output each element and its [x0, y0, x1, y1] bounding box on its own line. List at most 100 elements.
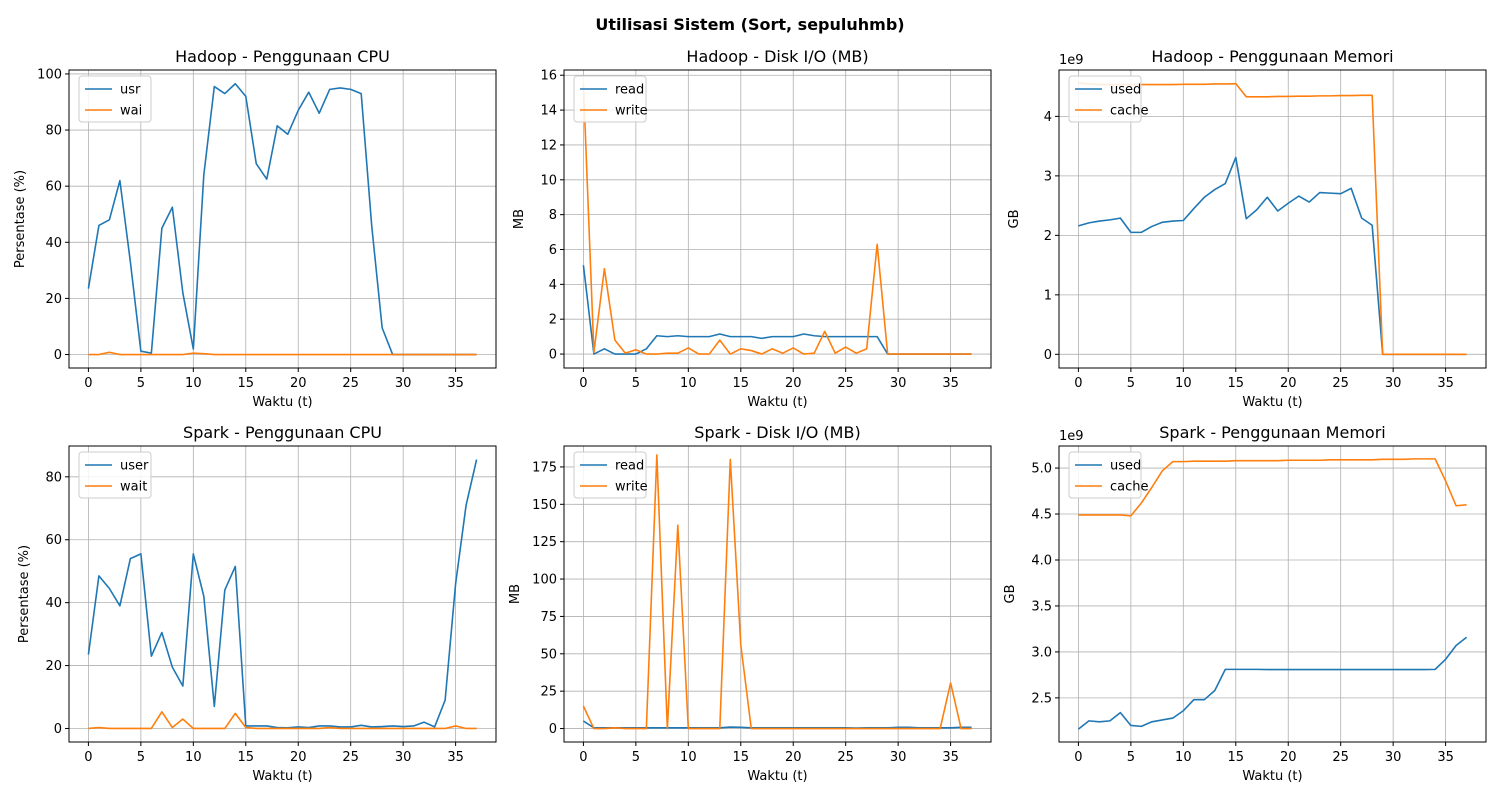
- y-axis-label: GB: [1003, 585, 1018, 604]
- x-tick-label: 20: [785, 750, 802, 765]
- y-tick-label: 0: [549, 722, 557, 737]
- legend: used cache: [1068, 451, 1149, 499]
- y-tick-label: 0: [1044, 348, 1052, 363]
- chart-title: Spark - Disk I/O (MB): [694, 423, 860, 442]
- y-tick-label: 80: [45, 124, 62, 139]
- x-tick-label: 20: [290, 750, 307, 765]
- y-tick-label: 0: [54, 348, 62, 363]
- legend-label: used: [1110, 459, 1141, 474]
- x-tick-label: 10: [680, 376, 697, 391]
- y-tick-label: 150: [532, 498, 557, 513]
- y-tick-label: 6: [549, 243, 557, 258]
- x-tick-label: 0: [84, 376, 92, 391]
- chart-title: Spark - Penggunaan Memori: [1159, 423, 1385, 442]
- y-axis-label: Persentase (%): [17, 545, 32, 643]
- legend-label: usr: [120, 83, 141, 98]
- y-scale-offset: 1e9: [1059, 429, 1084, 444]
- series-line-usr: [87, 82, 477, 356]
- series-line-read: [582, 720, 972, 729]
- x-tick-label: 5: [632, 750, 640, 765]
- x-tick-label: 35: [942, 376, 959, 391]
- x-tick-label: 15: [733, 750, 750, 765]
- x-tick-label: 10: [1175, 376, 1192, 391]
- x-tick-label: 25: [342, 750, 359, 765]
- y-tick-label: 60: [45, 180, 62, 195]
- series-line-write: [582, 83, 972, 355]
- axes-frame: [68, 69, 497, 369]
- y-tick-label: 50: [540, 647, 557, 662]
- x-tick-label: 25: [342, 376, 359, 391]
- x-axis-label: Waktu (t): [747, 395, 807, 410]
- y-tick-label: 40: [45, 596, 62, 611]
- legend: user wait: [78, 451, 152, 499]
- x-tick-label: 25: [837, 750, 854, 765]
- y-tick-label: 60: [45, 533, 62, 548]
- axes-frame: [1058, 445, 1487, 743]
- x-tick-label: 10: [1175, 750, 1192, 765]
- x-tick-label: 0: [579, 376, 587, 391]
- legend-label: write: [615, 104, 648, 119]
- chart-title: Hadoop - Penggunaan Memori: [1151, 47, 1393, 66]
- y-tick-label: 3.5: [1031, 599, 1052, 614]
- axes-frame: [563, 445, 992, 743]
- x-tick-label: 10: [185, 750, 202, 765]
- x-tick-label: 0: [1074, 750, 1082, 765]
- chart-panel: 0 5 10 15 20 25 30 35 0 20 40 60 80 100 Hadoop - Pengg…: [13, 47, 497, 410]
- y-tick-label: 3.0: [1031, 645, 1052, 660]
- chart-title: Hadoop - Disk I/O (MB): [686, 47, 868, 66]
- figure-title: Utilisasi Sistem (Sort, sepuluhmb): [595, 15, 904, 34]
- y-tick-label: 2.5: [1031, 691, 1052, 706]
- x-tick-label: 0: [84, 750, 92, 765]
- y-tick-label: 2: [1044, 229, 1052, 244]
- x-tick-label: 20: [1280, 750, 1297, 765]
- legend-label: wai: [120, 104, 142, 119]
- y-tick-label: 14: [540, 104, 557, 119]
- x-tick-label: 30: [1385, 376, 1402, 391]
- legend: used cache: [1068, 75, 1149, 123]
- series-line-wait: [88, 710, 477, 730]
- y-tick-label: 4: [1044, 110, 1052, 125]
- x-tick-label: 5: [632, 376, 640, 391]
- x-axis-label: Waktu (t): [1242, 395, 1302, 410]
- y-tick-label: 3: [1044, 169, 1052, 184]
- axes-frame: [563, 69, 992, 369]
- series-line-used: [1078, 156, 1467, 356]
- x-tick-label: 25: [837, 376, 854, 391]
- y-axis-label: MB: [508, 584, 523, 604]
- y-axis-label: Persentase (%): [13, 170, 28, 268]
- x-tick-label: 15: [238, 376, 255, 391]
- chart-panel: 0 5 10 15 20 25 30 35 0 20 40 60 80 Spark - Penggunaa…: [17, 423, 497, 784]
- x-tick-label: 5: [1127, 376, 1135, 391]
- y-scale-offset: 1e9: [1059, 53, 1084, 68]
- x-tick-label: 30: [890, 750, 907, 765]
- series-line-wai: [88, 351, 477, 356]
- legend-label: read: [615, 83, 644, 98]
- chart-title: Hadoop - Penggunaan CPU: [175, 47, 390, 66]
- axes-frame: [68, 445, 497, 743]
- x-tick-label: 25: [1332, 376, 1349, 391]
- series-line-cache: [1078, 82, 1467, 356]
- x-tick-label: 0: [579, 750, 587, 765]
- x-tick-label: 35: [447, 376, 464, 391]
- y-tick-label: 20: [45, 292, 62, 307]
- x-axis-label: Waktu (t): [747, 769, 807, 784]
- legend-label: write: [615, 480, 648, 495]
- x-tick-label: 35: [1437, 376, 1454, 391]
- legend: read write: [573, 75, 648, 123]
- y-tick-label: 4: [549, 278, 557, 293]
- y-tick-label: 175: [532, 460, 557, 475]
- y-tick-label: 20: [45, 659, 62, 674]
- x-tick-label: 20: [1280, 376, 1297, 391]
- x-tick-label: 15: [1228, 376, 1245, 391]
- chart-panel: 0 5 10 15 20 25 30 35 0 1 2 3 4 1e9 Hadoop - Penggunaa…: [1007, 47, 1487, 410]
- x-tick-label: 5: [137, 376, 145, 391]
- y-tick-label: 0: [54, 722, 62, 737]
- x-axis-label: Waktu (t): [252, 395, 312, 410]
- x-tick-label: 15: [238, 750, 255, 765]
- legend-label: user: [120, 459, 149, 474]
- x-tick-label: 10: [680, 750, 697, 765]
- y-tick-label: 12: [540, 138, 557, 153]
- chart-panel: 0 5 10 15 20 25 30 35 2.5 3.0 3.5 4.0 4.5 5.0 1e9 Spark…: [1003, 423, 1487, 784]
